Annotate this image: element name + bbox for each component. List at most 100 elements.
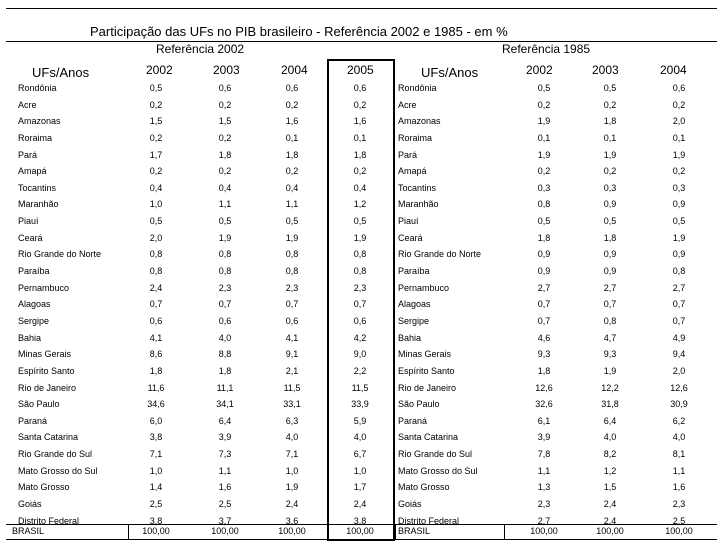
value-ref1985: 1,6 <box>672 482 686 493</box>
value-ref2002: 0,1 <box>285 132 299 143</box>
value-ref2002: 2,0 <box>149 232 163 243</box>
value-ref1985: 1,9 <box>603 365 617 376</box>
value-ref2002: 4,0 <box>218 332 232 343</box>
uf-name-right: Alagoas <box>398 299 431 310</box>
value-ref1985: 0,5 <box>537 216 551 227</box>
uf-name-right: Ceará <box>398 232 423 243</box>
uf-name-right: Paraná <box>398 415 428 426</box>
uf-name-right: Amazonas <box>398 116 441 127</box>
value-ref1985: 0,8 <box>603 315 617 326</box>
uf-name-left: Pernambuco <box>18 282 70 293</box>
value-ref1985: 0,9 <box>603 249 617 260</box>
value-ref2002: 0,2 <box>218 132 232 143</box>
value-ref2002: 11,5 <box>283 382 301 393</box>
value-ref1985: 8,2 <box>603 449 617 460</box>
value-ref2002: 3,6 <box>285 515 299 526</box>
uf-name-right: Distrito Federal <box>398 515 460 526</box>
uf-name-left: Mato Grosso <box>18 482 70 493</box>
value-ref1985: 1,9 <box>603 149 617 160</box>
value-ref1985: 1,9 <box>672 232 686 243</box>
uf-name-left: Alagoas <box>18 299 51 310</box>
table-row: Rondônia 0,5 0,6 0,6 0,6 Rondônia 0,5 0,5 0,6 <box>6 80 717 97</box>
uf-name-left: Mato Grosso do Sul <box>18 465 98 476</box>
value-ref2002: 7,1 <box>149 449 163 460</box>
value-ref2002: 6,3 <box>285 415 299 426</box>
value-ref2002: 6,4 <box>218 415 232 426</box>
table-row: Amapá 0,2 0,2 0,2 0,2 Amapá 0,2 0,2 0,2 <box>6 163 717 180</box>
uf-name-left: Ceará <box>18 232 43 243</box>
value-ref2002: 2,4 <box>149 282 163 293</box>
value-ref1985: 0,5 <box>603 216 617 227</box>
value-ref1985: 31,8 <box>601 399 619 410</box>
value-ref2002: 1,7 <box>149 149 163 160</box>
uf-name-right: Bahia <box>398 332 422 343</box>
value-ref1985: 0,3 <box>603 182 617 193</box>
uf-name-left: Rio Grande do Sul <box>18 449 93 460</box>
highlight-2005-box <box>327 59 395 541</box>
uf-name-left: Roraima <box>18 132 53 143</box>
total-row: BRASIL 100,00 100,00 100,00 100,00 BRASIL 100,… <box>6 524 717 539</box>
value-ref2002: 11,6 <box>147 382 165 393</box>
value-ref2002: 33,9 <box>351 399 369 410</box>
bottom-rule <box>6 539 717 540</box>
value-ref1985: 1,1 <box>537 465 551 476</box>
table-row: Bahia 4,1 4,0 4,1 4,2 Bahia 4,6 4,7 4,9 <box>6 330 717 347</box>
value-ref2002: 4,1 <box>149 332 163 343</box>
value-ref1985: 9,3 <box>537 349 551 360</box>
col-2002-right: 2002 <box>526 63 553 77</box>
value-ref2002: 0,2 <box>218 166 232 177</box>
total-value-ref2002: 100,00 <box>211 526 239 536</box>
value-ref2002: 1,5 <box>218 116 232 127</box>
uf-name-right: Rio de Janeiro <box>398 382 457 393</box>
value-ref2002: 0,7 <box>285 299 299 310</box>
uf-name-right: Rio Grande do Sul <box>398 449 473 460</box>
uf-name-right: Piauí <box>398 216 419 227</box>
value-ref1985: 9,3 <box>603 349 617 360</box>
value-ref1985: 0,3 <box>537 182 551 193</box>
uf-name-right: São Paulo <box>398 399 440 410</box>
table-row: Roraima 0,2 0,2 0,1 0,1 Roraima 0,1 0,1 0,1 <box>6 130 717 147</box>
uf-name-left: Acre <box>18 99 37 110</box>
value-ref2002: 0,8 <box>149 249 163 260</box>
total-value-ref2002: 100,00 <box>346 526 374 536</box>
value-ref2002: 1,7 <box>353 482 367 493</box>
value-ref2002: 6,0 <box>149 415 163 426</box>
value-ref2002: 0,5 <box>353 216 367 227</box>
table-row: Mato Grosso do Sul 1,0 1,1 1,0 1,0 Mato Gross… <box>6 463 717 480</box>
value-ref1985: 12,2 <box>601 382 619 393</box>
value-ref1985: 1,3 <box>537 482 551 493</box>
value-ref1985: 2,0 <box>672 116 686 127</box>
value-ref2002: 0,6 <box>149 315 163 326</box>
value-ref1985: 12,6 <box>535 382 553 393</box>
total-value-ref1985: 100,00 <box>665 526 693 536</box>
value-ref1985: 2,0 <box>672 365 686 376</box>
value-ref1985: 4,9 <box>672 332 686 343</box>
value-ref2002: 0,4 <box>285 182 299 193</box>
value-ref2002: 6,7 <box>353 449 367 460</box>
table-row: Mato Grosso 1,4 1,6 1,9 1,7 Mato Grosso 1,3 1,5… <box>6 479 717 496</box>
value-ref2002: 0,6 <box>353 315 367 326</box>
value-ref2002: 1,1 <box>218 465 232 476</box>
uf-name-right: Espírito Santo <box>398 365 455 376</box>
value-ref2002: 0,8 <box>218 266 232 277</box>
table-row: Pernambuco 2,4 2,3 2,3 2,3 Pernambuco 2,7 2,7 2,… <box>6 280 717 297</box>
value-ref2002: 0,5 <box>149 216 163 227</box>
uf-name-left: Maranhão <box>18 199 59 210</box>
total-label: BRASIL <box>12 526 45 536</box>
value-ref2002: 1,8 <box>218 149 232 160</box>
table-row: Distrito Federal 3,8 3,7 3,6 3,8 Distrito Fed… <box>6 513 717 530</box>
value-ref1985: 0,2 <box>537 99 551 110</box>
total-value-ref1985: 100,00 <box>530 526 558 536</box>
value-ref1985: 0,2 <box>672 166 686 177</box>
data-rows: Rondônia 0,5 0,6 0,6 0,6 Rondônia 0,5 0,5 0,6 Acr… <box>6 80 717 529</box>
table-row: Piauí 0,5 0,5 0,5 0,5 Piauí 0,5 0,5 0,5 <box>6 213 717 230</box>
uf-name-right: Maranhão <box>398 199 439 210</box>
uf-name-right: Sergipe <box>398 315 430 326</box>
value-ref1985: 2,7 <box>537 515 551 526</box>
table-row: Rio Grande do Sul 7,1 7,3 7,1 6,7 Rio Grande … <box>6 446 717 463</box>
value-ref2002: 0,5 <box>285 216 299 227</box>
table-row: Ceará 2,0 1,9 1,9 1,9 Ceará 1,8 1,8 1,9 <box>6 230 717 247</box>
col-2003-left: 2003 <box>213 63 240 77</box>
value-ref1985: 1,8 <box>537 232 551 243</box>
value-ref2002: 3,9 <box>218 432 232 443</box>
